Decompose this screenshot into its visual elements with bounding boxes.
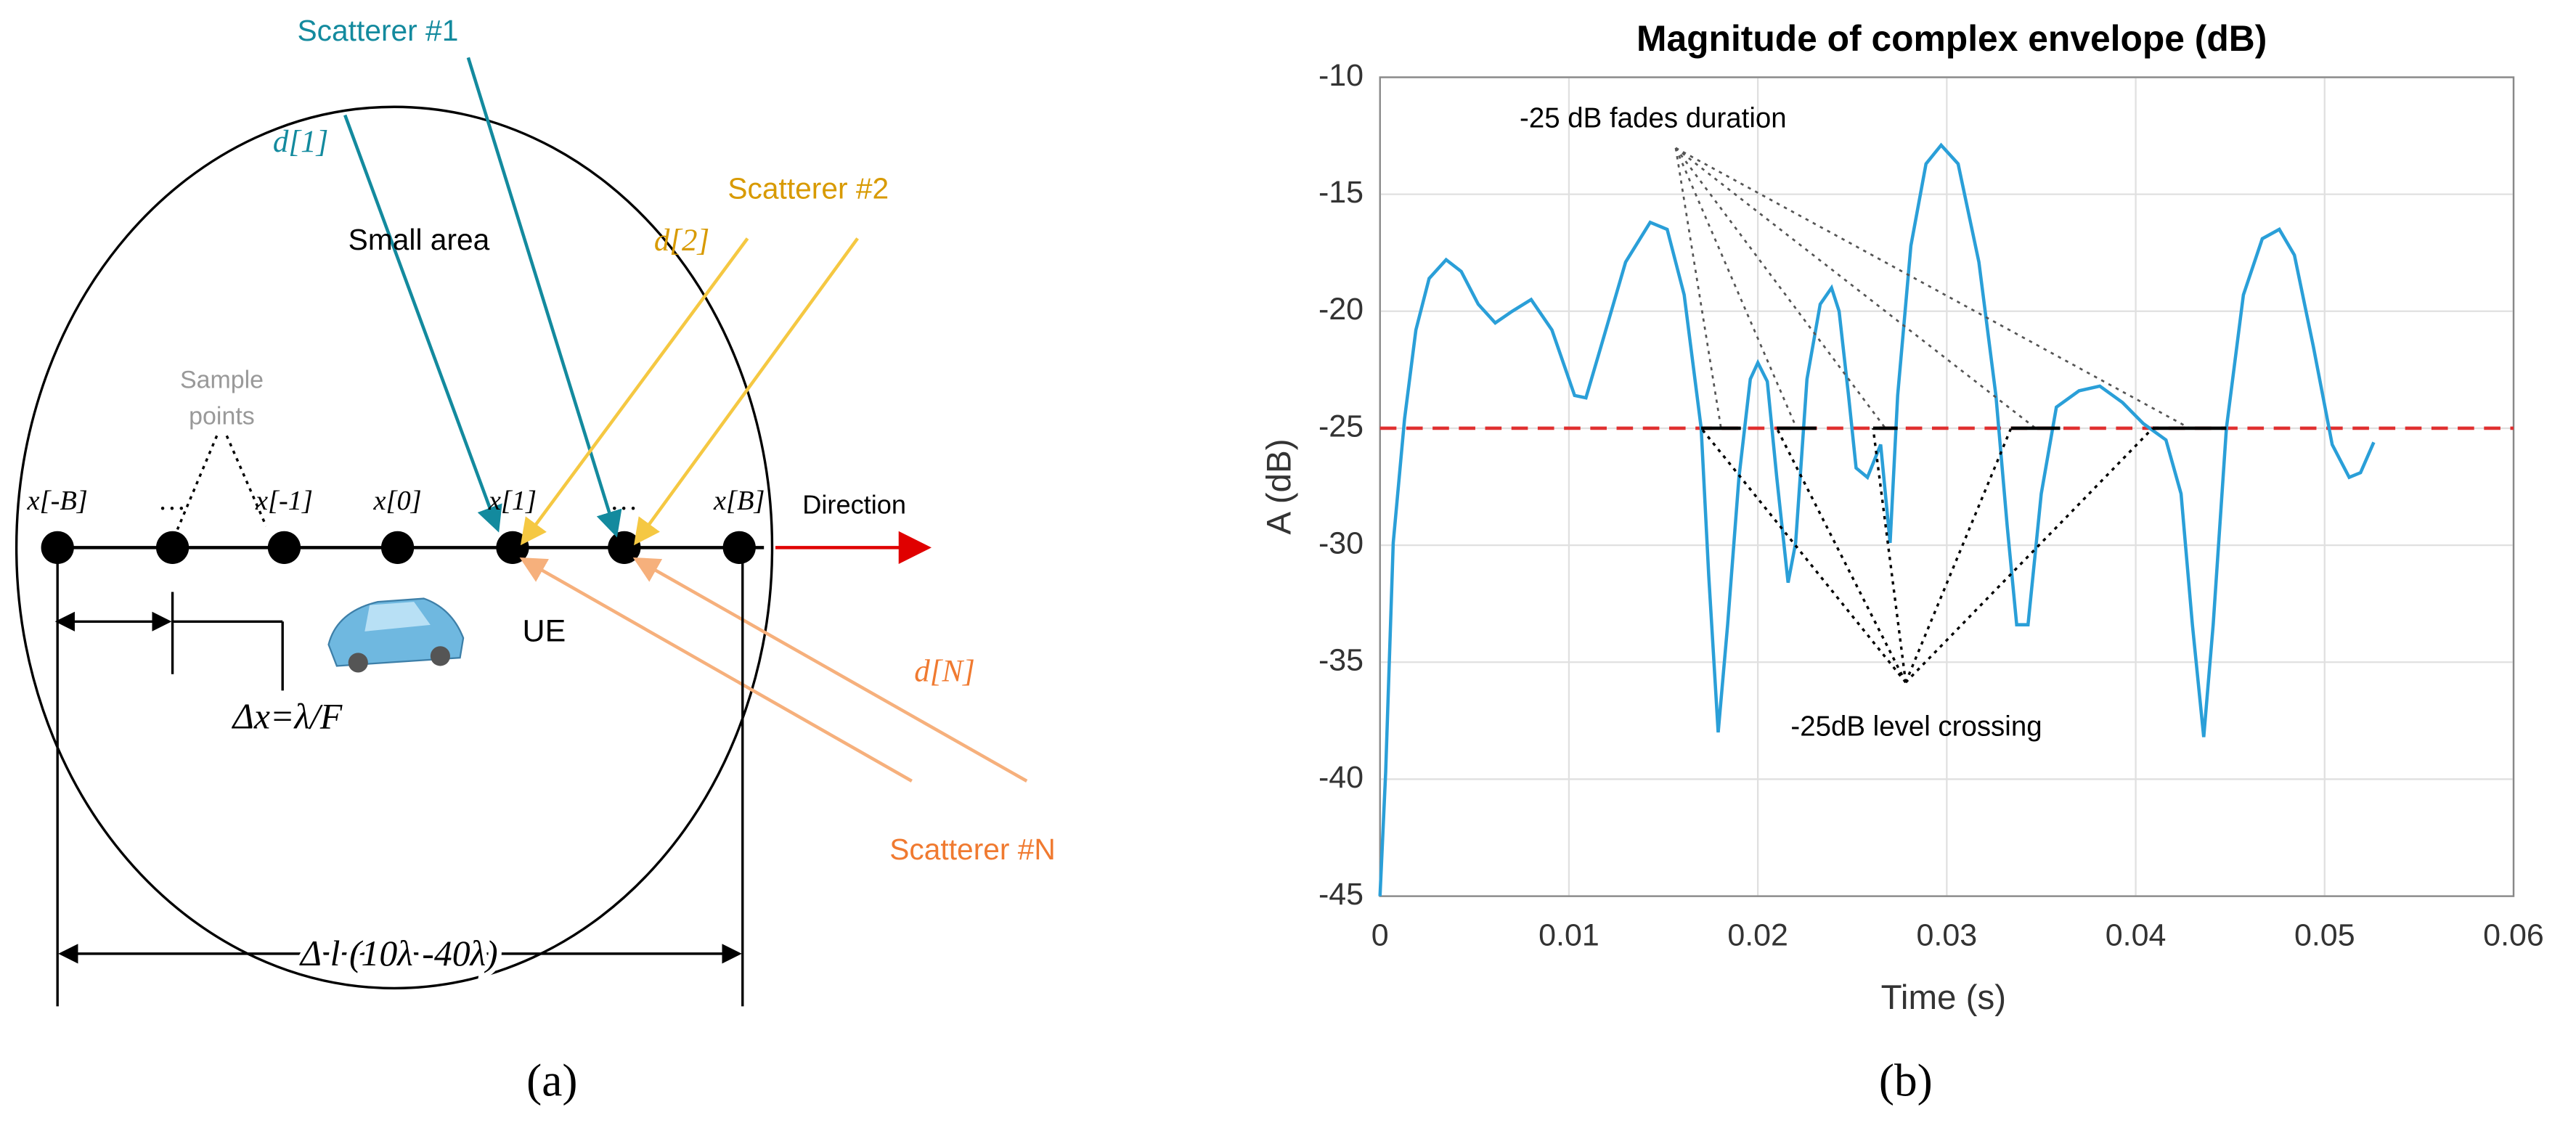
- ray: [634, 237, 859, 546]
- panel-label: (a): [526, 1055, 577, 1106]
- fade-pointer: [1675, 147, 2037, 430]
- y-tick-label: -35: [1318, 643, 1364, 678]
- fade-pointer: [1675, 147, 2190, 430]
- annotation: -25dB level crossing: [1790, 711, 2042, 743]
- sample-dots: [41, 531, 756, 564]
- y-axis-label: A (dB): [1260, 438, 1299, 534]
- panel-label: (b): [1879, 1055, 1933, 1106]
- crossing-pointer: [1904, 427, 2154, 684]
- ray: [520, 237, 749, 546]
- plot-border: [1379, 76, 2515, 897]
- position-label: x[-1]: [255, 486, 313, 516]
- sample-pointers: [176, 435, 268, 531]
- label: Δx=λ/F: [232, 697, 343, 737]
- label: Scatterer #2: [727, 172, 889, 205]
- label: Scatterer #N: [889, 833, 1056, 866]
- car-icon: [327, 597, 465, 673]
- small-area-circle: [15, 105, 774, 990]
- label: points: [189, 402, 255, 430]
- y-tick-label: -15: [1318, 175, 1364, 210]
- panel-a: Scatterer #1 d[1] Scatterer #2 d[2] Smal…: [15, 14, 1056, 1106]
- fade-pointer: [1674, 147, 1722, 429]
- y-tick-label: -45: [1318, 877, 1364, 912]
- x-tick-label: 0: [1371, 918, 1389, 953]
- x-tick-label: 0.01: [1538, 918, 1599, 953]
- label: Small area: [349, 223, 490, 256]
- label: d[1]: [273, 125, 328, 159]
- x-tick-label: 0.06: [2483, 918, 2544, 953]
- crossing-pointer: [1872, 428, 1907, 683]
- position-label: …: [160, 486, 184, 516]
- label: d[N]: [914, 655, 975, 689]
- ray: [343, 114, 502, 533]
- y-tick-label: -40: [1318, 760, 1364, 795]
- fade-pointer: [1674, 147, 1798, 429]
- label: Sample: [180, 367, 264, 394]
- position-label: x[B]: [713, 486, 765, 516]
- delta-l-marker: [56, 547, 744, 1007]
- delta-x-marker: [54, 592, 284, 691]
- position-label: x[0]: [372, 486, 421, 516]
- data-line: [1378, 142, 2376, 896]
- ray: [466, 57, 622, 538]
- label: Scatterer #1: [298, 14, 459, 47]
- chart-title: Magnitude of complex envelope (dB): [1637, 18, 2267, 59]
- x-tick-label: 0.03: [1917, 918, 1978, 953]
- crossing-pointer: [1775, 428, 1907, 683]
- x-tick-label: 0.05: [2294, 918, 2355, 953]
- position-label: x[1]: [488, 486, 537, 516]
- panel-b: Magnitude of complex envelope (dB) Time …: [1260, 18, 2544, 1106]
- x-tick-label: 0.02: [1727, 918, 1788, 953]
- label: Direction: [802, 489, 906, 519]
- y-tick-label: -10: [1318, 58, 1364, 93]
- crossing-pointer: [1700, 427, 1907, 684]
- annotation: -25 dB fades duration: [1520, 103, 1787, 134]
- x-tick-label: 0.04: [2106, 918, 2167, 953]
- ray: [519, 557, 913, 782]
- y-tick-label: -30: [1318, 526, 1364, 560]
- position-label: x[-B]: [27, 486, 88, 516]
- label: d[2]: [654, 224, 709, 258]
- position-label: …: [612, 486, 637, 516]
- x-axis-label: Time (s): [1881, 978, 2006, 1017]
- y-tick-label: -25: [1318, 409, 1364, 444]
- label: Δ l (10λ -40λ): [299, 933, 498, 973]
- y-tick-label: -20: [1318, 292, 1364, 327]
- fade-pointer: [1674, 147, 1886, 429]
- label: UE: [523, 613, 566, 648]
- ray: [632, 557, 1028, 782]
